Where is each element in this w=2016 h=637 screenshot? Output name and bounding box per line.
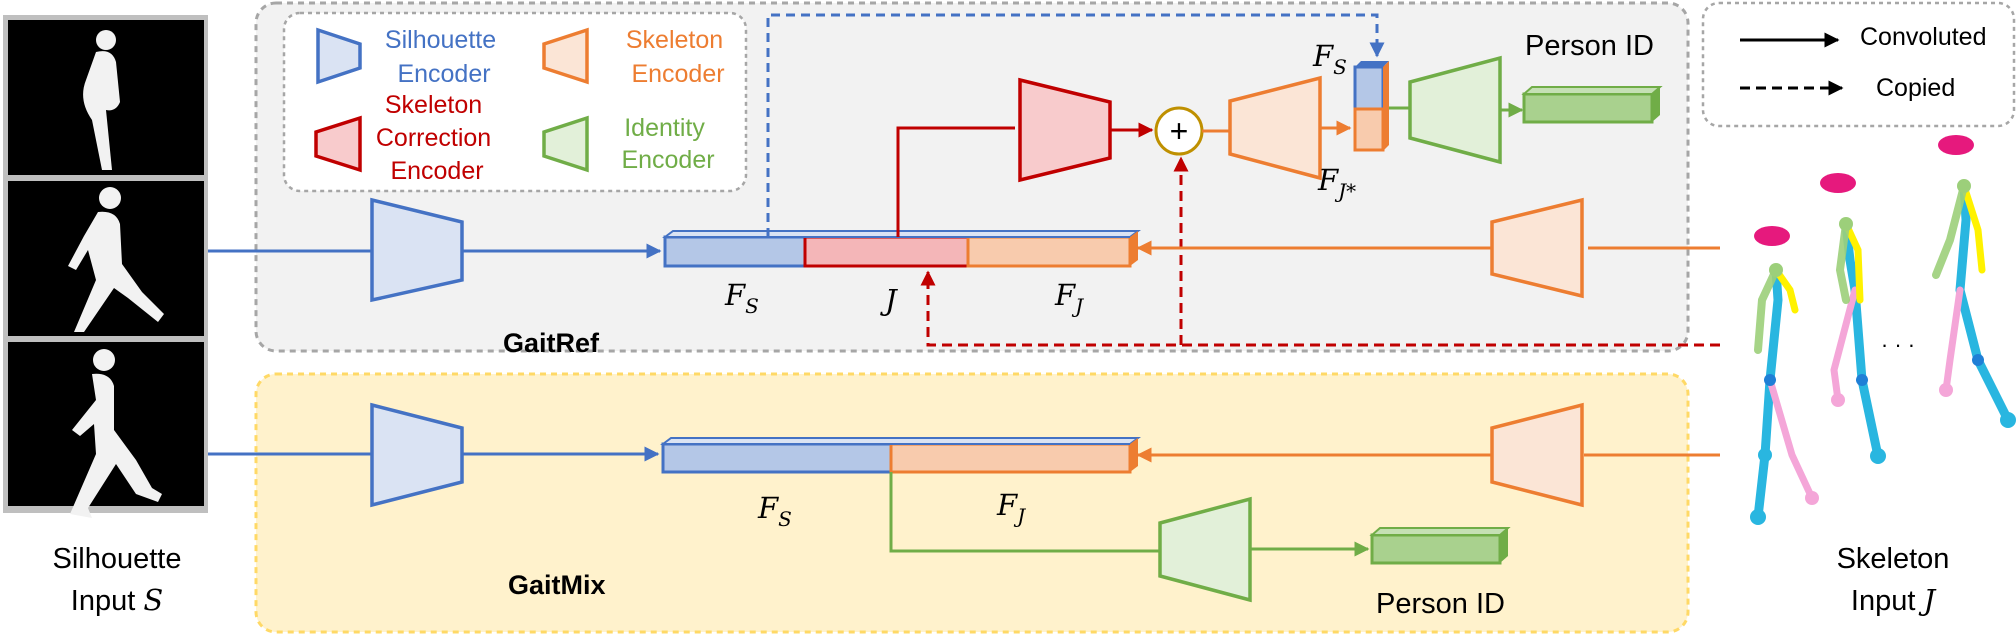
svg-text:Silhouette Encoder: Silhouette Encoder — [385, 26, 503, 88]
gaitref-person-id-block — [1522, 92, 1654, 124]
gaitmix-fs-block — [661, 442, 893, 474]
legend-correction-label-3: Encoder — [390, 157, 483, 185]
legend-identity-label-1: Identity — [624, 114, 705, 142]
gaitmix-person-id-block — [1370, 533, 1502, 565]
gaitref-fjstar-label: FJ* — [1317, 163, 1356, 203]
gaitref-skeleton-encoder — [1490, 197, 1584, 299]
gaitref-fs-block — [663, 235, 807, 268]
skeleton-input-label-1: Skeleton — [1837, 543, 1950, 575]
gaitref-j-line — [896, 126, 1015, 237]
gaitref-stack-top — [1355, 61, 1389, 67]
gaitmix-skeleton-encoder — [1490, 402, 1584, 508]
gaitmix-fs-label: FS — [757, 491, 792, 531]
legend-identity-label-2: Encoder — [621, 146, 714, 174]
gaitref-silhouette-encoder — [370, 197, 464, 303]
legend-silhouette-encoder-icon — [316, 27, 362, 85]
convoluted-label: Convoluted — [1860, 23, 1986, 51]
silhouette-figures — [68, 30, 164, 518]
gaitmix-identity-encoder — [1158, 496, 1252, 603]
gaitmix-panel — [254, 372, 1690, 634]
skeleton-input-label-2: Input J — [1851, 583, 1937, 617]
gaitref-skeleton-copy-line — [920, 270, 1720, 347]
copied-label: Copied — [1876, 74, 1955, 102]
legend-correction-label-1: Skeleton — [385, 91, 482, 119]
sum-symbol: + — [1170, 113, 1189, 149]
gaitmix-person-id-top — [1369, 527, 1511, 536]
gaitmix-identity-line — [889, 472, 1160, 553]
gaitref-j-label: J — [880, 283, 898, 317]
gaitref-person-id-top — [1521, 86, 1663, 95]
gaitref-fs-copy-line — [766, 13, 1385, 237]
gaitref-correction-encoder — [1018, 77, 1112, 183]
gaitref-fjstar-block — [1353, 107, 1385, 152]
gaitref-j-block — [803, 235, 970, 268]
gaitmix-fj-label: FJ — [996, 488, 1026, 528]
gaitmix-title: GaitMix — [508, 570, 606, 600]
gaitmix-person-id-label: Person ID — [1376, 588, 1505, 620]
legend-skeleton-label-2: Encoder — [631, 60, 724, 88]
gaitref-stack-side — [1383, 61, 1389, 151]
legend-silhouette-label-2: Encoder — [397, 60, 490, 88]
gaitmix-bar-side — [1130, 438, 1138, 472]
legend-correction-label-2: Correction — [376, 124, 491, 152]
gaitref-identity-encoder — [1408, 55, 1502, 165]
gaitref-bar-top — [662, 230, 1141, 238]
svg-text:Identity Encoder: Identity Encoder — [621, 114, 714, 174]
legend-identity-encoder-icon — [542, 115, 589, 173]
gaitref-bar-side — [1130, 231, 1138, 266]
gaitref-fj-label: FJ — [1054, 278, 1084, 318]
silhouette-input-label-2: Input S — [71, 583, 163, 617]
gaitref-fs-label: FS — [724, 278, 759, 318]
silhouette-input-frames — [3, 15, 208, 518]
skeleton-input-figures — [1750, 135, 2016, 525]
gaitmix-bar-top — [660, 437, 1141, 445]
encoder-legend — [282, 11, 748, 193]
gaitref-top-fs-label: FS — [1312, 39, 1347, 79]
gaitref-top-fs-block — [1353, 65, 1385, 111]
gaitmix-fj-block — [889, 442, 1132, 474]
silhouette-input-label-1: Silhouette — [53, 543, 182, 575]
legend-silhouette-label-1: Silhouette — [385, 26, 496, 54]
arrow-legend — [1701, 1, 2016, 128]
gaitref-fj-block — [966, 235, 1132, 268]
skeleton-ellipsis: · · · — [1881, 332, 1915, 357]
svg-text:Skeleton Encoder: Skeleton Encoder — [626, 26, 730, 88]
gaitmix-person-id-side — [1500, 528, 1508, 563]
gaitref-title: GaitRef — [503, 328, 600, 358]
gaitref-skeleton-encoder-top — [1228, 75, 1322, 181]
gaitref-person-id-label: Person ID — [1525, 30, 1654, 62]
svg-text:Skeleton Correction En: Skeleton Correction Encoder — [376, 91, 498, 185]
gaitref-person-id-side — [1652, 87, 1660, 122]
legend-skeleton-encoder-icon — [542, 27, 589, 85]
legend-skeleton-label-1: Skeleton — [626, 26, 723, 54]
legend-correction-encoder-icon — [314, 115, 362, 173]
gaitmix-silhouette-encoder — [370, 402, 464, 508]
